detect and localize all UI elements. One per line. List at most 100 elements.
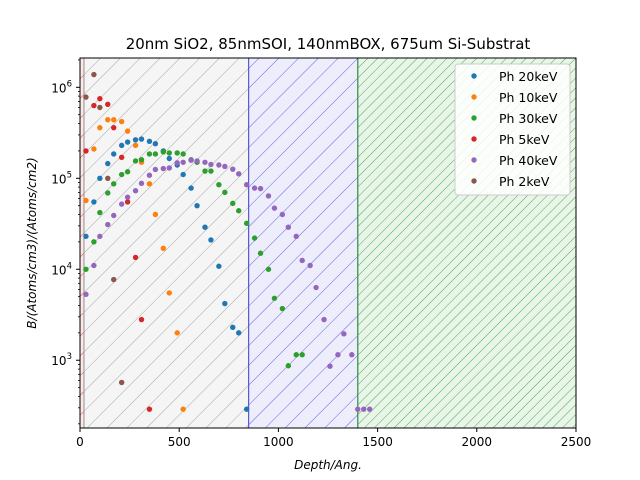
data-point [230, 166, 236, 172]
x-tick-label: 2000 [462, 435, 493, 449]
data-point [216, 162, 222, 168]
data-point [83, 291, 89, 298]
data-point [118, 154, 125, 161]
data-point [293, 352, 299, 358]
data-point [118, 379, 125, 386]
data-point [118, 118, 125, 125]
data-point [160, 165, 167, 172]
data-point [83, 197, 89, 204]
data-point [243, 220, 250, 227]
data-point [265, 193, 272, 199]
data-point [105, 160, 111, 167]
legend-marker [471, 178, 477, 184]
data-point [243, 182, 250, 188]
data-point [251, 235, 258, 241]
data-point [91, 262, 97, 269]
legend-label: Ph 10keV [499, 90, 558, 105]
data-point [194, 202, 200, 209]
data-point [146, 151, 153, 157]
data-point [230, 200, 236, 207]
data-point [202, 224, 208, 230]
data-point [138, 157, 145, 163]
data-point [111, 212, 117, 219]
x-tick-label: 500 [168, 435, 191, 449]
data-point [118, 142, 125, 149]
data-points [83, 71, 373, 412]
data-point [118, 171, 125, 178]
data-point [105, 101, 111, 108]
data-point [91, 71, 97, 78]
data-point [111, 117, 117, 123]
legend-marker [471, 115, 477, 121]
data-point [188, 185, 194, 191]
data-point [166, 165, 172, 171]
data-point [243, 406, 250, 412]
data-point [160, 245, 167, 252]
series-ph-10kev [83, 117, 186, 412]
x-axis: 0 500 1000 1500 2000 2500 [76, 428, 591, 449]
legend-label: Ph 5keV [499, 132, 550, 147]
data-point [83, 233, 89, 240]
y-tick-label: 104 [51, 261, 72, 277]
data-point [105, 175, 111, 181]
legend-marker [471, 136, 477, 142]
data-point [349, 352, 355, 358]
data-point [265, 266, 272, 272]
data-point [111, 276, 117, 283]
data-point [271, 205, 278, 211]
data-point [321, 316, 327, 323]
data-point [222, 163, 228, 170]
y-tick-label: 103 [51, 352, 72, 368]
data-point [355, 406, 361, 412]
data-point [366, 406, 373, 412]
data-point [257, 250, 264, 256]
data-point [146, 172, 153, 178]
data-point [216, 263, 222, 269]
data-point [152, 141, 159, 147]
series-ph-5kev [83, 95, 153, 412]
data-point [313, 284, 319, 291]
data-point [230, 324, 236, 331]
data-point [132, 142, 139, 149]
data-point [132, 188, 139, 194]
data-point [146, 181, 153, 187]
data-point [152, 211, 159, 218]
data-point [222, 300, 228, 307]
data-point [208, 161, 214, 168]
data-point [293, 233, 299, 240]
data-point [124, 139, 131, 145]
data-point [208, 237, 214, 243]
data-point [180, 171, 186, 178]
y-axis: 103 104 105 106 [51, 59, 80, 425]
x-tick-label: 2500 [561, 435, 592, 449]
data-point [180, 406, 186, 412]
data-point [166, 150, 172, 156]
data-point [83, 266, 89, 272]
data-point [152, 151, 159, 157]
data-point [341, 331, 347, 337]
data-point [146, 138, 153, 145]
data-point [307, 262, 313, 269]
data-point [124, 169, 131, 175]
data-point [124, 194, 131, 200]
data-point [285, 224, 292, 230]
series-ph-30kev [83, 149, 305, 369]
data-point [124, 128, 131, 134]
data-point [111, 151, 117, 157]
data-point [208, 168, 214, 174]
legend-label: Ph 40keV [499, 153, 558, 168]
data-point [236, 330, 242, 336]
data-point [216, 182, 222, 188]
region-hatch-box [248, 58, 359, 428]
data-point [132, 158, 139, 164]
data-point [188, 157, 194, 163]
data-point [194, 158, 200, 164]
legend-label: Ph 2keV [499, 174, 550, 189]
data-point [138, 136, 145, 142]
data-point [222, 189, 228, 196]
data-point [138, 316, 145, 323]
data-point [83, 94, 89, 100]
data-point [299, 352, 305, 358]
data-point [97, 124, 103, 131]
data-point [111, 181, 117, 187]
